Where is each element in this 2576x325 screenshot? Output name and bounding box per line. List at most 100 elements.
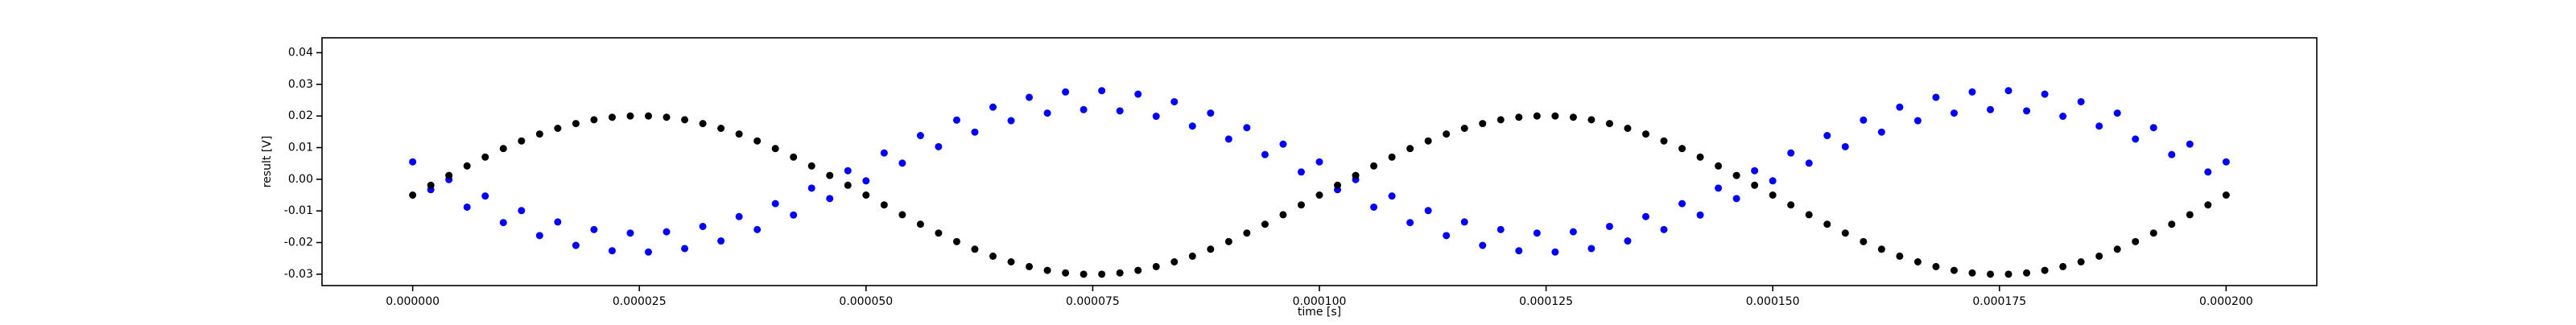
data-point [1696, 153, 1704, 161]
data-point [1515, 113, 1523, 121]
data-point [1968, 269, 1976, 277]
data-point [1188, 122, 1196, 130]
data-point [916, 220, 924, 228]
data-point [663, 228, 671, 236]
data-point [771, 200, 779, 208]
data-point [1134, 90, 1142, 98]
data-point [626, 112, 634, 120]
data-point [971, 128, 979, 136]
data-point [1334, 181, 1342, 189]
data-point [1026, 262, 1034, 270]
data-point [735, 212, 743, 220]
data-point [590, 225, 598, 233]
data-point [1424, 207, 1432, 215]
data-point [935, 229, 943, 237]
data-point [971, 245, 979, 253]
data-point [717, 125, 725, 133]
data-point [807, 184, 815, 192]
data-point [1823, 132, 1831, 140]
data-point [1660, 225, 1668, 233]
data-point [499, 219, 507, 227]
data-point [644, 248, 652, 256]
data-point [2149, 229, 2157, 237]
data-point [935, 142, 943, 150]
data-point [1769, 191, 1777, 199]
data-point [2041, 90, 2049, 98]
data-point [1370, 162, 1378, 170]
data-point [1080, 105, 1088, 113]
data-point [1732, 171, 1740, 179]
data-point [1043, 109, 1051, 117]
data-point [1261, 150, 1269, 158]
data-point [663, 113, 671, 121]
data-point [1968, 88, 1976, 96]
data-point [1279, 140, 1287, 148]
data-point [1315, 158, 1323, 166]
data-point [1660, 137, 1668, 145]
y-tick-label: -0.01 [284, 204, 313, 217]
data-point [535, 232, 543, 240]
x-tick-label: 0.000050 [839, 295, 893, 308]
data-point [826, 195, 834, 203]
data-point [1533, 112, 1541, 120]
data-point [1460, 125, 1468, 133]
data-point [1424, 137, 1432, 145]
data-point [1479, 120, 1487, 128]
data-point [1896, 252, 1904, 260]
y-tick-label: -0.03 [284, 268, 313, 281]
data-point [681, 116, 689, 124]
data-point [1751, 181, 1759, 189]
data-point [2077, 97, 2085, 105]
data-point [1678, 145, 1686, 153]
data-point [499, 145, 507, 153]
data-point [880, 201, 888, 209]
data-point [989, 103, 997, 111]
data-point [717, 237, 725, 245]
data-point [590, 116, 598, 124]
data-point [1207, 109, 1215, 117]
data-point [1188, 252, 1196, 260]
data-point [1950, 266, 1958, 274]
data-point [1496, 116, 1505, 124]
data-point [2204, 201, 2212, 209]
data-point [554, 218, 562, 226]
data-point [463, 162, 471, 170]
data-point [1479, 241, 1487, 249]
data-point [898, 211, 906, 219]
data-point [2204, 168, 2212, 176]
data-point [1152, 113, 1160, 121]
data-point [1913, 257, 1922, 265]
data-point [1587, 116, 1596, 124]
data-point [1605, 222, 1613, 230]
data-point [1587, 245, 1596, 253]
data-point [481, 192, 489, 200]
data-point [1116, 269, 1124, 277]
data-point [771, 145, 779, 153]
data-point [1134, 266, 1142, 274]
data-point [844, 167, 852, 175]
data-point [1896, 103, 1904, 111]
data-point [535, 130, 543, 138]
data-point [1170, 257, 1179, 265]
data-point [2004, 270, 2013, 278]
data-point [1297, 201, 1305, 209]
data-point [1696, 211, 1704, 219]
data-point [1043, 266, 1051, 274]
data-point [1805, 159, 1813, 167]
data-point [1315, 191, 1323, 199]
data-point [1641, 212, 1649, 220]
data-point [1243, 124, 1251, 132]
data-point [1860, 116, 1868, 124]
data-point [1715, 184, 1723, 192]
data-point [1062, 269, 1070, 277]
data-point [2059, 113, 2067, 121]
data-point [608, 247, 616, 255]
data-point [2095, 122, 2103, 130]
data-point [880, 149, 888, 157]
data-point [952, 116, 960, 124]
data-point [2059, 262, 2067, 270]
data-point [2149, 124, 2157, 132]
data-point [1551, 248, 1559, 256]
data-point [1860, 237, 1868, 245]
data-point [572, 120, 580, 128]
